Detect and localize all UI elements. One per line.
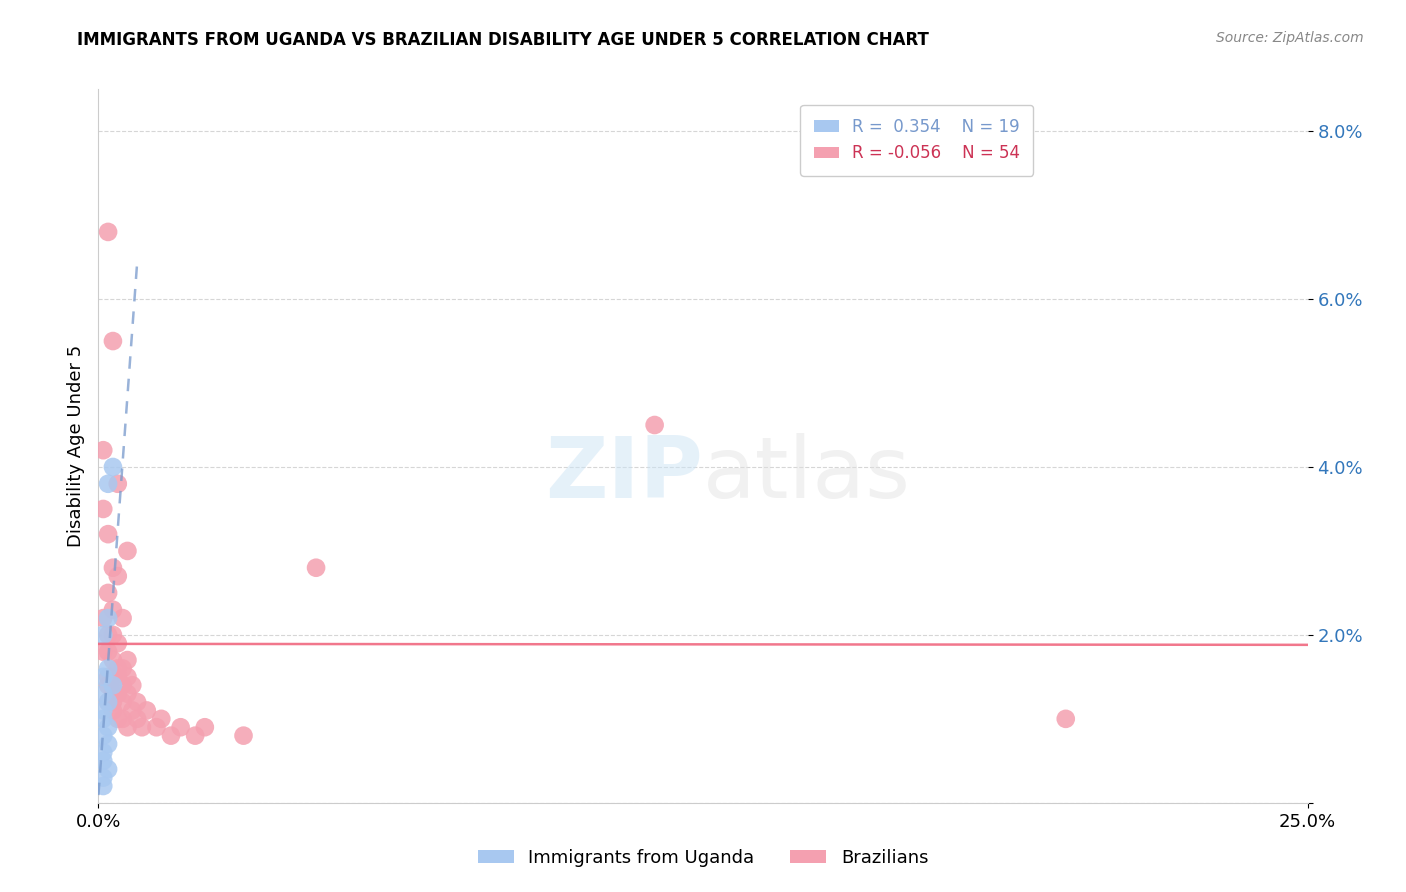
Point bbox=[91, 502, 114, 516]
Point bbox=[184, 729, 207, 743]
Point bbox=[91, 712, 114, 726]
Point bbox=[97, 645, 120, 659]
Point bbox=[107, 712, 129, 726]
Point bbox=[107, 661, 129, 675]
Point bbox=[91, 754, 114, 768]
Point bbox=[97, 678, 120, 692]
Point bbox=[101, 603, 124, 617]
Point bbox=[117, 720, 139, 734]
Point bbox=[101, 628, 124, 642]
Point bbox=[194, 720, 217, 734]
Point bbox=[91, 443, 114, 458]
Point bbox=[107, 670, 129, 684]
Point bbox=[169, 720, 191, 734]
Point bbox=[111, 695, 134, 709]
Point bbox=[97, 476, 120, 491]
Y-axis label: Disability Age Under 5: Disability Age Under 5 bbox=[66, 345, 84, 547]
Point bbox=[121, 703, 143, 717]
Point bbox=[107, 687, 129, 701]
Point bbox=[111, 661, 134, 675]
Point bbox=[91, 703, 114, 717]
Point bbox=[97, 628, 120, 642]
Point bbox=[117, 544, 139, 558]
Point bbox=[101, 687, 124, 701]
Point bbox=[111, 678, 134, 692]
Point bbox=[117, 653, 139, 667]
Point bbox=[97, 611, 120, 625]
Point bbox=[91, 687, 114, 701]
Point bbox=[160, 729, 183, 743]
Point bbox=[107, 476, 129, 491]
Legend: Immigrants from Uganda, Brazilians: Immigrants from Uganda, Brazilians bbox=[471, 842, 935, 874]
Point bbox=[101, 653, 124, 667]
Point bbox=[121, 678, 143, 692]
Point bbox=[232, 729, 254, 743]
Point bbox=[91, 779, 114, 793]
Text: Source: ZipAtlas.com: Source: ZipAtlas.com bbox=[1216, 31, 1364, 45]
Point bbox=[127, 712, 149, 726]
Point bbox=[91, 771, 114, 785]
Point bbox=[91, 746, 114, 760]
Point bbox=[150, 712, 173, 726]
Point bbox=[91, 611, 114, 625]
Point bbox=[101, 560, 124, 574]
Point bbox=[97, 720, 120, 734]
Point bbox=[127, 695, 149, 709]
Point bbox=[145, 720, 167, 734]
Point bbox=[97, 762, 120, 776]
Point bbox=[101, 460, 124, 475]
Text: ZIP: ZIP bbox=[546, 433, 703, 516]
Point bbox=[91, 729, 114, 743]
Point bbox=[107, 569, 129, 583]
Point bbox=[97, 527, 120, 541]
Point bbox=[97, 670, 120, 684]
Point bbox=[101, 670, 124, 684]
Point bbox=[91, 645, 114, 659]
Point bbox=[97, 661, 120, 675]
Legend: R =  0.354    N = 19, R = -0.056    N = 54: R = 0.354 N = 19, R = -0.056 N = 54 bbox=[800, 104, 1033, 176]
Point bbox=[107, 636, 129, 650]
Point bbox=[97, 586, 120, 600]
Point bbox=[91, 628, 114, 642]
Point bbox=[135, 703, 157, 717]
Text: atlas: atlas bbox=[703, 433, 911, 516]
Point bbox=[101, 334, 124, 348]
Point bbox=[97, 695, 120, 709]
Point bbox=[101, 695, 124, 709]
Point bbox=[111, 712, 134, 726]
Text: IMMIGRANTS FROM UGANDA VS BRAZILIAN DISABILITY AGE UNDER 5 CORRELATION CHART: IMMIGRANTS FROM UGANDA VS BRAZILIAN DISA… bbox=[77, 31, 929, 49]
Point bbox=[117, 670, 139, 684]
Point bbox=[97, 225, 120, 239]
Point bbox=[111, 611, 134, 625]
Point bbox=[97, 695, 120, 709]
Point bbox=[131, 720, 153, 734]
Point bbox=[1054, 712, 1077, 726]
Point bbox=[101, 678, 124, 692]
Point bbox=[644, 417, 666, 432]
Point bbox=[117, 687, 139, 701]
Point bbox=[97, 737, 120, 751]
Point bbox=[91, 670, 114, 684]
Point bbox=[305, 560, 328, 574]
Point bbox=[101, 703, 124, 717]
